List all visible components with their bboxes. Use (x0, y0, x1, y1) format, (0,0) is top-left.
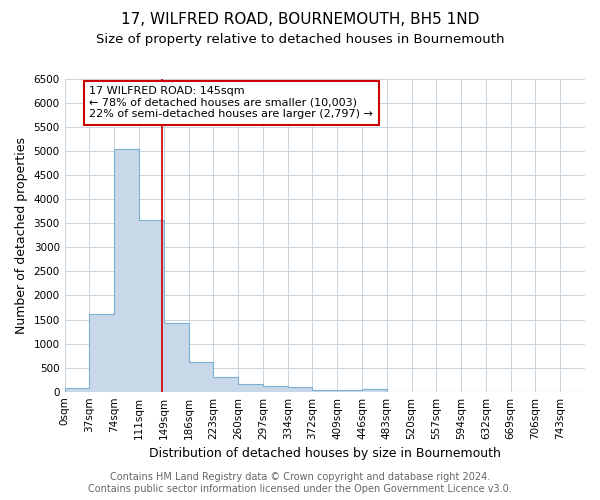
Text: Contains HM Land Registry data © Crown copyright and database right 2024.
Contai: Contains HM Land Registry data © Crown c… (88, 472, 512, 494)
Text: 17 WILFRED ROAD: 145sqm
← 78% of detached houses are smaller (10,003)
22% of sem: 17 WILFRED ROAD: 145sqm ← 78% of detache… (89, 86, 373, 120)
X-axis label: Distribution of detached houses by size in Bournemouth: Distribution of detached houses by size … (149, 447, 501, 460)
Y-axis label: Number of detached properties: Number of detached properties (15, 137, 28, 334)
Text: Size of property relative to detached houses in Bournemouth: Size of property relative to detached ho… (96, 32, 504, 46)
Text: 17, WILFRED ROAD, BOURNEMOUTH, BH5 1ND: 17, WILFRED ROAD, BOURNEMOUTH, BH5 1ND (121, 12, 479, 28)
